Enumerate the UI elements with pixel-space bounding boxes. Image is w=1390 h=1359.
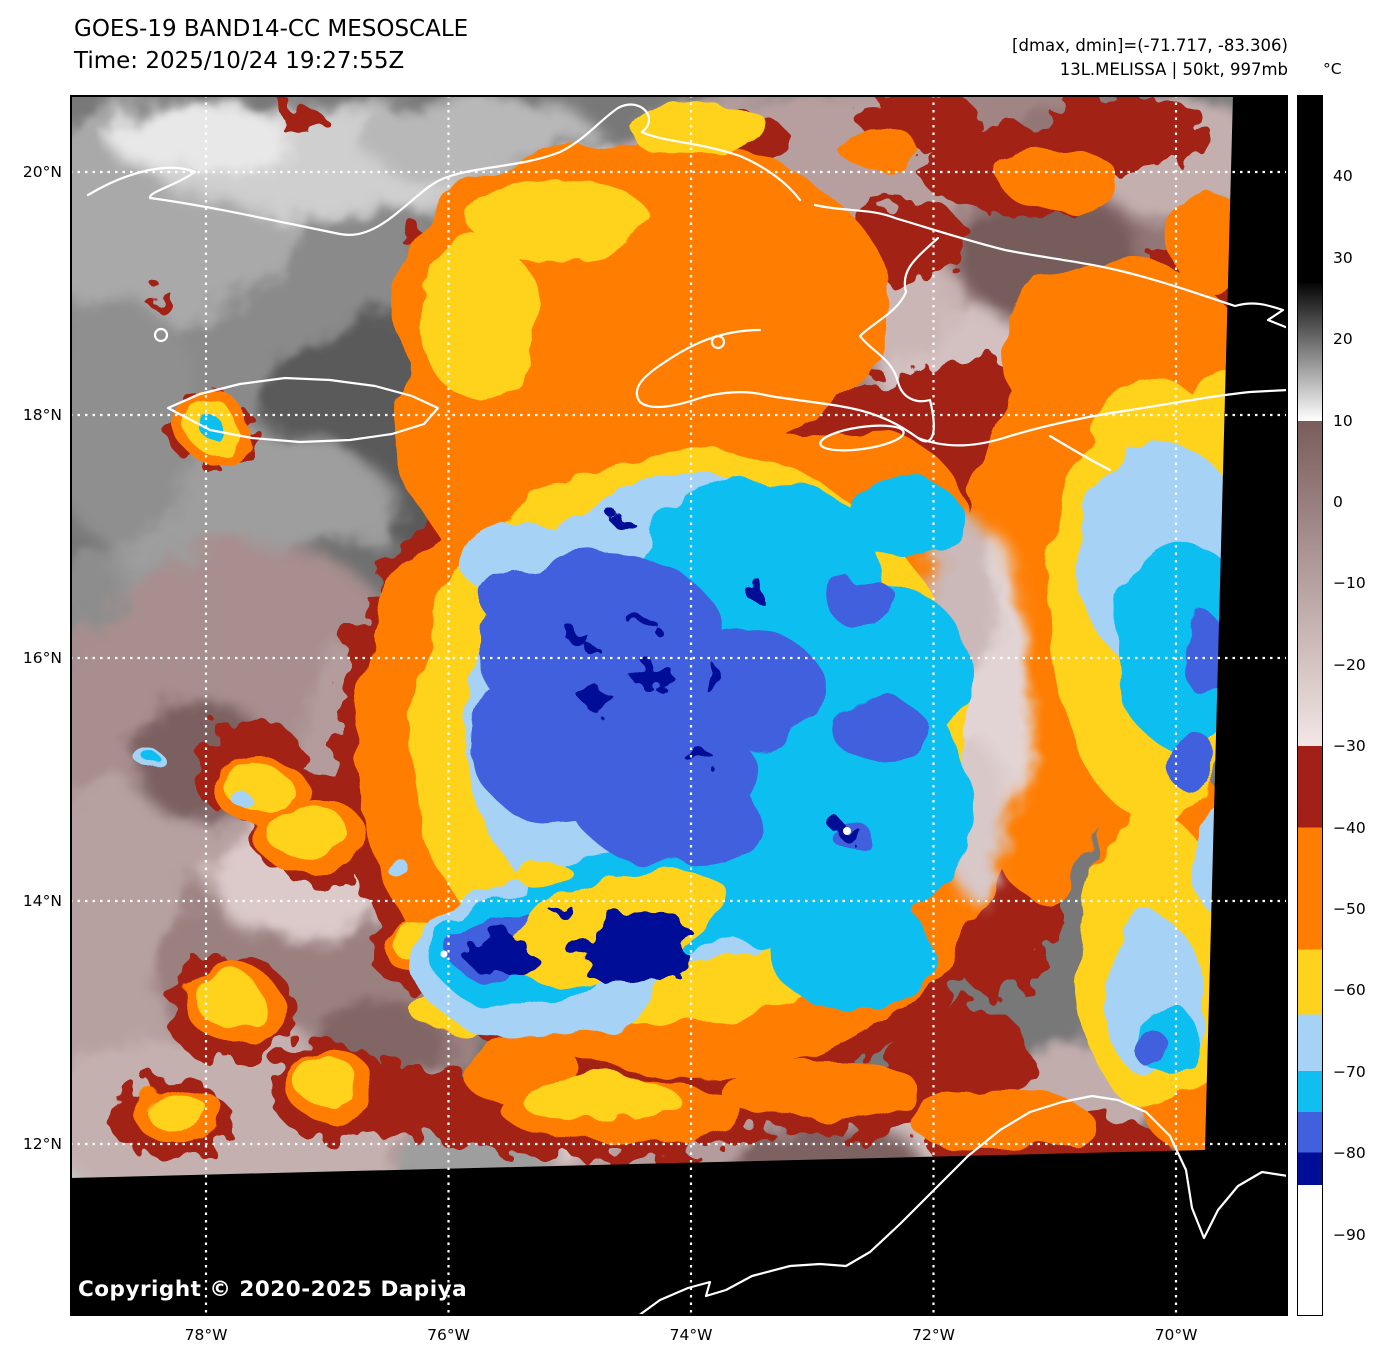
colorbar-tick: −90 (1333, 1225, 1366, 1244)
satellite-ir-image (70, 95, 1288, 1316)
colorbar-tick: −80 (1333, 1144, 1366, 1163)
cold-pixel-speck (440, 950, 448, 958)
colorbar-tick: −60 (1333, 981, 1366, 1000)
hispaniola-south-coastline (916, 388, 1288, 472)
islet-outline-2 (153, 327, 169, 343)
lon-label: 74°W (669, 1326, 713, 1344)
lat-label: 14°N (22, 892, 62, 910)
lat-label: 18°N (22, 406, 62, 424)
colorbar-tick: −50 (1333, 900, 1366, 918)
colorbar-tick: −70 (1333, 1062, 1366, 1081)
colorbar-tick: 20 (1333, 330, 1353, 349)
lat-label: 12°N (22, 1135, 62, 1153)
south-america-coastline (636, 1094, 1288, 1316)
storm-info-label: 13L.MELISSA | 50kt, 997mb (1059, 60, 1288, 79)
haiti-west-coastline (858, 236, 940, 403)
colorbar-tick: 10 (1333, 411, 1353, 430)
time-label: Time: 2025/10/24 19:27:55Z (74, 48, 405, 74)
jamaica-coastline (166, 376, 440, 444)
lon-label: 70°W (1154, 1326, 1198, 1344)
colorbar-tick: −20 (1333, 655, 1366, 674)
copyright-label: Copyright © 2020-2025 Dapiya (78, 1277, 468, 1302)
colorbar-tick: 40 (1333, 167, 1353, 186)
islet-outline (710, 334, 726, 350)
imagery-layers (70, 95, 1288, 1316)
colorbar-tick: −40 (1333, 818, 1366, 837)
colorbar-tick: −30 (1333, 737, 1366, 756)
storm-center-speck (843, 827, 851, 835)
tiburon-peninsula-coastline (635, 328, 935, 443)
colorbar-tick: 0 (1333, 493, 1343, 511)
lat-label: 20°N (22, 163, 62, 181)
lon-label: 76°W (427, 1326, 470, 1344)
colorbar-unit-label: °C (1323, 60, 1342, 78)
colorbar-tick: −10 (1333, 574, 1366, 593)
dmax-dmin-label: [dmax, dmin]=(-71.717, -83.306) (1012, 36, 1288, 55)
temperature-colorbar (1297, 95, 1323, 1316)
lon-label: 72°W (912, 1326, 955, 1344)
lon-label: 78°W (184, 1326, 228, 1344)
no-data-region (70, 95, 1288, 1316)
navy-layer (463, 514, 860, 988)
lake-enriquillo-outline (819, 424, 905, 452)
latlon-grid (70, 95, 1288, 1316)
colorbar-tick: 30 (1333, 248, 1353, 267)
hispaniola-north-coastline (813, 203, 1288, 330)
page-title: GOES-19 BAND14-CC MESOSCALE (74, 16, 469, 42)
lat-label: 16°N (22, 649, 62, 667)
